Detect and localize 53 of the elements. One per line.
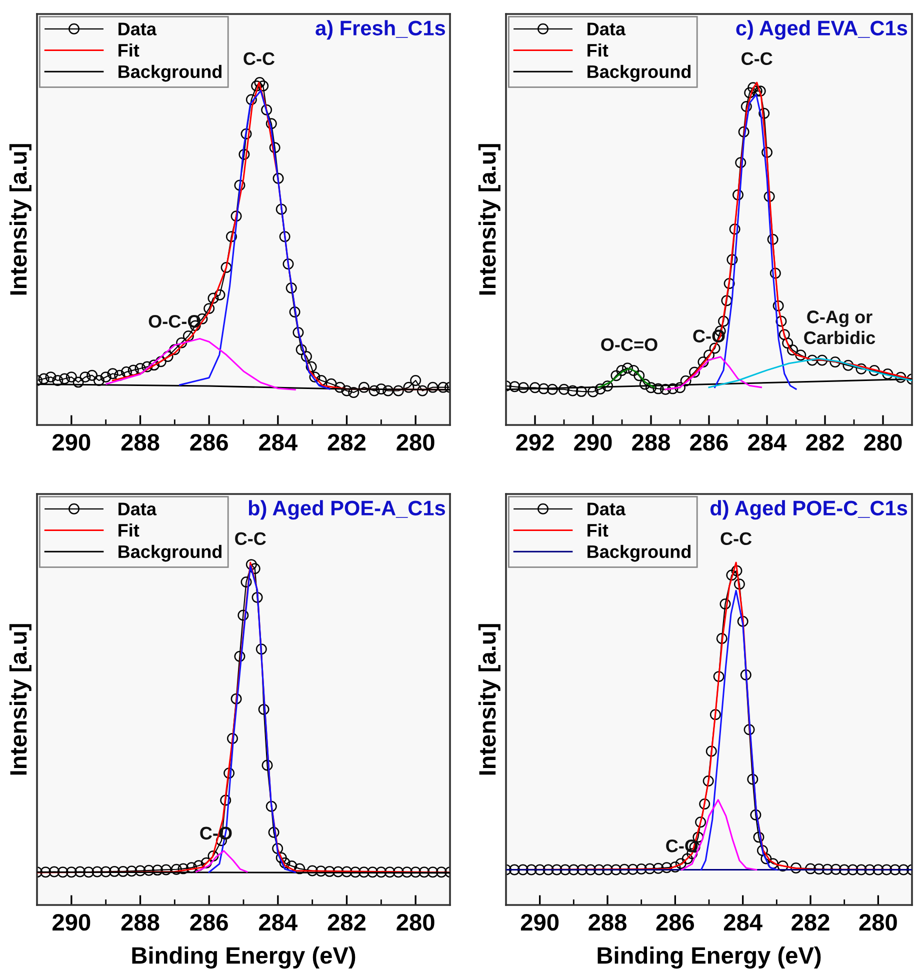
x-tick-label: 288: [588, 914, 626, 931]
x-tick-label: 280: [396, 434, 434, 451]
chart-title: b) Aged POE-A_C1s: [248, 500, 446, 520]
y-axis-title: Intensity [a.u]: [9, 144, 32, 295]
x-tick-label: 288: [121, 434, 160, 451]
annotation: C-Ag or Carbidic: [804, 310, 876, 344]
annotation: O-C=O: [601, 338, 658, 352]
annotation: C-C: [244, 52, 275, 66]
legend-label: Data: [118, 502, 157, 516]
x-tick-label: 284: [259, 914, 298, 931]
x-tick-label: 282: [328, 914, 366, 931]
x-tick-label: 280: [859, 914, 897, 931]
annotation: C-C: [742, 52, 772, 66]
x-tick-label: 290: [52, 914, 90, 931]
y-axis-title: Intensity [a.u]: [478, 624, 500, 775]
legend-label: Fit: [588, 43, 608, 57]
chart-title: d) Aged POE-C_C1s: [710, 500, 908, 520]
x-tick-label: 282: [328, 434, 366, 451]
x-tick-label: 280: [864, 434, 902, 451]
x-tick-label: 288: [632, 434, 670, 451]
x-tick-label: 290: [52, 434, 90, 451]
x-tick-label: 290: [574, 434, 612, 451]
x-tick-label: 286: [190, 434, 228, 451]
annotation: C-C: [720, 532, 752, 546]
x-tick-label: 282: [792, 914, 830, 931]
chart-title: c) Aged EVA_C1s: [736, 20, 908, 40]
legend-label: Background: [118, 64, 222, 82]
y-axis-title: Intensity [a.u]: [478, 144, 500, 295]
x-axis-title: Binding Energy (eV): [132, 946, 356, 969]
y-axis-title: Intensity [a.u]: [9, 624, 32, 775]
legend-label: Background: [588, 64, 690, 82]
x-tick-label: 288: [121, 914, 160, 931]
x-tick-label: 282: [806, 434, 844, 451]
x-tick-label: 284: [724, 914, 762, 931]
x-tick-label: 280: [396, 914, 434, 931]
x-tick-label: 284: [259, 434, 298, 451]
legend-label: Background: [118, 544, 222, 562]
x-axis-title: Binding Energy (eV): [598, 946, 821, 969]
x-tick-label: 286: [190, 914, 228, 931]
x-tick-label: 284: [748, 434, 787, 451]
legend-label: Data: [588, 502, 626, 516]
legend-label: Data: [588, 22, 626, 36]
chart-title: a) Fresh_C1s: [316, 20, 446, 40]
legend-label: Fit: [118, 523, 140, 537]
x-tick-label: 290: [520, 914, 559, 931]
x-tick-label: 292: [516, 434, 554, 451]
legend-label: Background: [588, 544, 690, 562]
legend-label: Fit: [118, 43, 140, 57]
annotation: C-C: [235, 532, 266, 546]
x-tick-label: 286: [690, 434, 728, 451]
x-tick-label: 286: [656, 914, 694, 931]
legend-label: Fit: [588, 523, 608, 537]
legend-label: Data: [118, 22, 157, 36]
